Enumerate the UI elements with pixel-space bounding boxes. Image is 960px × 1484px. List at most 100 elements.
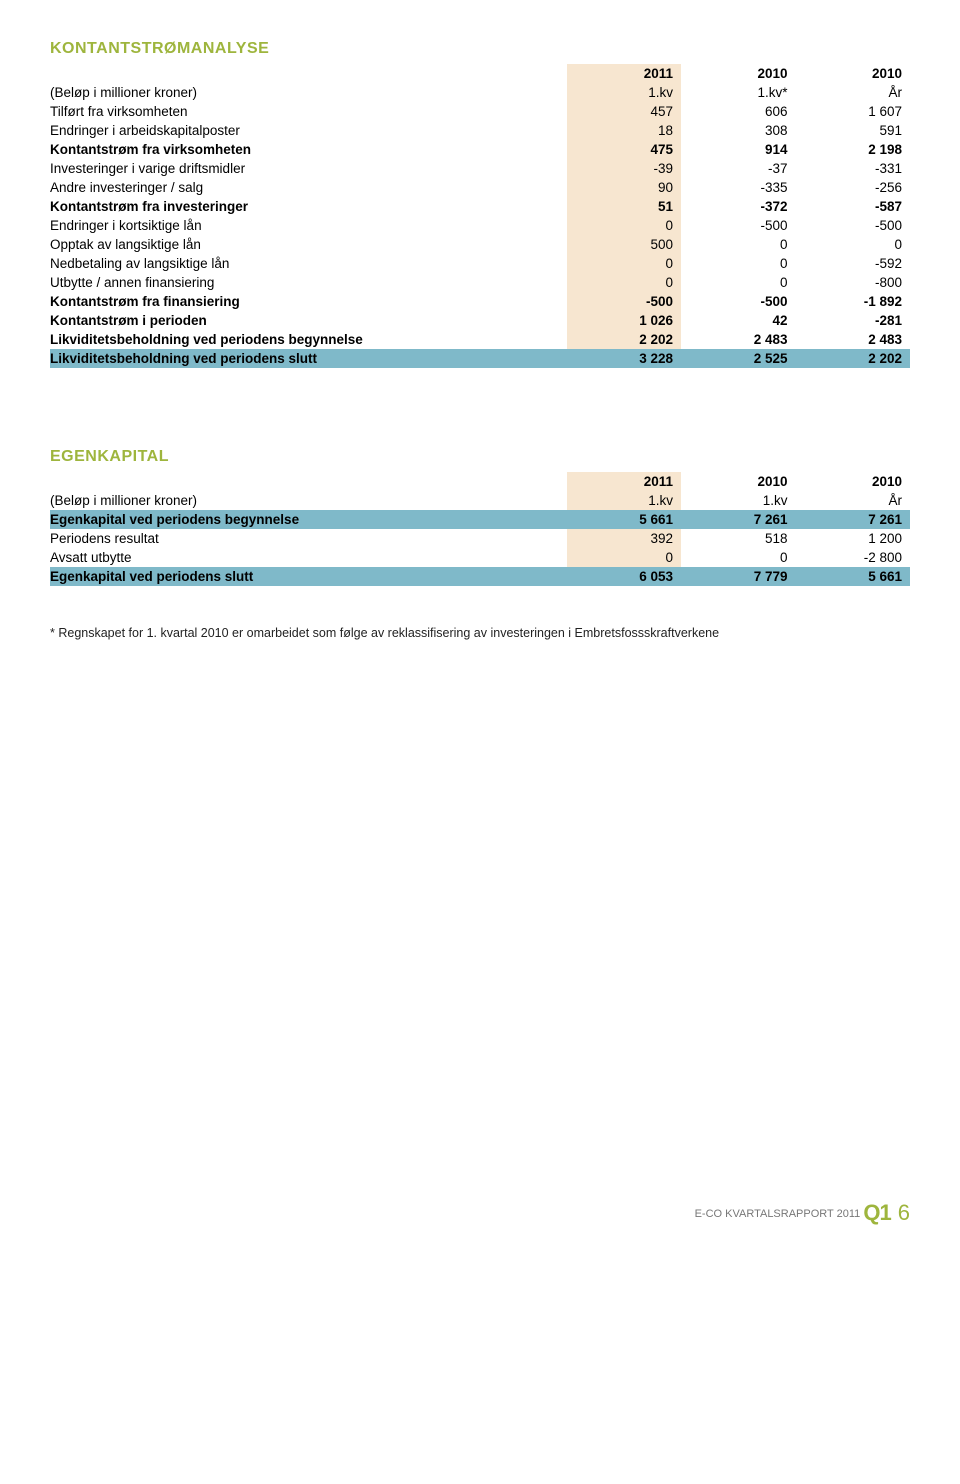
- cell: -335: [681, 178, 795, 197]
- cell: 5 661: [567, 510, 681, 529]
- table-header-units: (Beløp i millioner kroner)1.kv1.kv*År: [50, 83, 910, 102]
- row-label: Tilført fra virksomheten: [50, 102, 567, 121]
- cell: -37: [681, 159, 795, 178]
- cell: 2 198: [795, 140, 910, 159]
- cell: 2 202: [795, 349, 910, 368]
- cell: 0: [681, 273, 795, 292]
- cell: -800: [795, 273, 910, 292]
- table-row: Egenkapital ved periodens begynnelse5 66…: [50, 510, 910, 529]
- cell: 51: [567, 197, 681, 216]
- cell: -500: [681, 216, 795, 235]
- cell: 0: [681, 235, 795, 254]
- cell: 2010: [681, 64, 795, 83]
- cell: 1 200: [795, 529, 910, 548]
- cell: 606: [681, 102, 795, 121]
- cell: 914: [681, 140, 795, 159]
- cell: -1 892: [795, 292, 910, 311]
- table-row: Kontantstrøm fra investeringer51-372-587: [50, 197, 910, 216]
- cell: 308: [681, 121, 795, 140]
- table-header-years: 201120102010: [50, 472, 910, 491]
- row-label: Likviditetsbeholdning ved periodens slut…: [50, 349, 567, 368]
- cell: -372: [681, 197, 795, 216]
- table-row: Nedbetaling av langsiktige lån00-592: [50, 254, 910, 273]
- table-row: Kontantstrøm i perioden1 02642-281: [50, 311, 910, 330]
- cell: 2 483: [681, 330, 795, 349]
- cell: -592: [795, 254, 910, 273]
- cell: 0: [567, 254, 681, 273]
- cell: År: [795, 83, 910, 102]
- cell: 2010: [681, 472, 795, 491]
- row-label: Investeringer i varige driftsmidler: [50, 159, 567, 178]
- footnote: * Regnskapet for 1. kvartal 2010 er omar…: [50, 626, 910, 640]
- table-row: Tilført fra virksomheten4576061 607: [50, 102, 910, 121]
- cell: 1 607: [795, 102, 910, 121]
- table-row: Utbytte / annen finansiering00-800: [50, 273, 910, 292]
- row-label: Avsatt utbytte: [50, 548, 567, 567]
- kontant-table: 201120102010(Beløp i millioner kroner)1.…: [50, 64, 910, 368]
- cell: -281: [795, 311, 910, 330]
- row-label: Kontantstrøm fra finansiering: [50, 292, 567, 311]
- cell: 0: [681, 548, 795, 567]
- row-label: Kontantstrøm fra investeringer: [50, 197, 567, 216]
- cell: 2 483: [795, 330, 910, 349]
- row-label: Egenkapital ved periodens begynnelse: [50, 510, 567, 529]
- cell: -331: [795, 159, 910, 178]
- cell: 90: [567, 178, 681, 197]
- cell: -39: [567, 159, 681, 178]
- egen-title: EGENKAPITAL: [50, 448, 910, 466]
- cell: 7 261: [795, 510, 910, 529]
- cell: (Beløp i millioner kroner): [50, 491, 567, 510]
- cell: 500: [567, 235, 681, 254]
- cell: 1.kv: [567, 83, 681, 102]
- row-label: Periodens resultat: [50, 529, 567, 548]
- row-label: Opptak av langsiktige lån: [50, 235, 567, 254]
- cell: 1 026: [567, 311, 681, 330]
- table-row: Investeringer i varige driftsmidler-39-3…: [50, 159, 910, 178]
- cell: 392: [567, 529, 681, 548]
- row-label: Nedbetaling av langsiktige lån: [50, 254, 567, 273]
- cell: -256: [795, 178, 910, 197]
- cell: 2011: [567, 472, 681, 491]
- cell: 0: [567, 273, 681, 292]
- table-row: Periodens resultat3925181 200: [50, 529, 910, 548]
- cell: 7 779: [681, 567, 795, 586]
- cell: 0: [795, 235, 910, 254]
- table-row: Likviditetsbeholdning ved periodens slut…: [50, 349, 910, 368]
- footer-page: 6: [898, 1200, 910, 1225]
- cell: 0: [567, 548, 681, 567]
- footer-quarter: Q1: [863, 1200, 890, 1225]
- cell: 457: [567, 102, 681, 121]
- kontant-title: KONTANTSTRØMANALYSE: [50, 40, 910, 58]
- cell: 2011: [567, 64, 681, 83]
- cell: 1.kv: [681, 491, 795, 510]
- table-row: Kontantstrøm fra virksomheten4759142 198: [50, 140, 910, 159]
- row-label: Endringer i arbeidskapitalposter: [50, 121, 567, 140]
- row-label: Utbytte / annen finansiering: [50, 273, 567, 292]
- cell: 1.kv: [567, 491, 681, 510]
- footer-text: E-CO KVARTALSRAPPORT 2011: [695, 1208, 861, 1220]
- cell: 1.kv*: [681, 83, 795, 102]
- cell: 42: [681, 311, 795, 330]
- row-label: Kontantstrøm i perioden: [50, 311, 567, 330]
- cell: 0: [567, 216, 681, 235]
- cell: 475: [567, 140, 681, 159]
- cell: År: [795, 491, 910, 510]
- cell: 3 228: [567, 349, 681, 368]
- cell: 2010: [795, 472, 910, 491]
- cell: -587: [795, 197, 910, 216]
- row-label: Andre investeringer / salg: [50, 178, 567, 197]
- cell: 2 525: [681, 349, 795, 368]
- cell: 7 261: [681, 510, 795, 529]
- table-row: Egenkapital ved periodens slutt6 0537 77…: [50, 567, 910, 586]
- cell: [50, 472, 567, 491]
- cell: -500: [567, 292, 681, 311]
- row-label: Endringer i kortsiktige lån: [50, 216, 567, 235]
- cell: 6 053: [567, 567, 681, 586]
- row-label: Egenkapital ved periodens slutt: [50, 567, 567, 586]
- page-footer: E-CO KVARTALSRAPPORT 2011 Q1 6: [50, 1200, 910, 1226]
- table-row: Likviditetsbeholdning ved periodens begy…: [50, 330, 910, 349]
- cell: 518: [681, 529, 795, 548]
- table-row: Avsatt utbytte00-2 800: [50, 548, 910, 567]
- cell: (Beløp i millioner kroner): [50, 83, 567, 102]
- row-label: Kontantstrøm fra virksomheten: [50, 140, 567, 159]
